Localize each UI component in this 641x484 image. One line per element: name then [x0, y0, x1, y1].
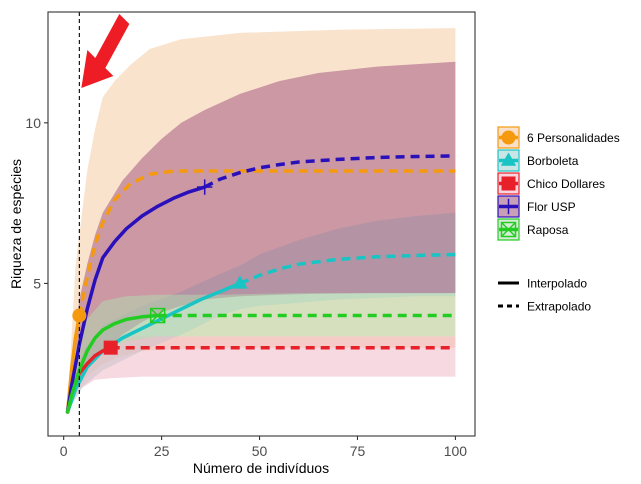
y-tick-label: 5 [33, 275, 41, 291]
observed-marker-6-personalidades [72, 308, 87, 323]
legend-item-6-personalidades: 6 Personalidades [497, 126, 620, 149]
ci-band-chico-dollares [67, 336, 456, 412]
legend-label: 6 Personalidades [527, 131, 620, 145]
legend-label: Borboleta [527, 154, 579, 168]
x-tick-label: 100 [444, 443, 468, 459]
panel-border [47, 11, 476, 437]
ci-band-flor-usp [67, 61, 456, 412]
legend-item-flor-usp: Flor USP [497, 195, 576, 218]
x-tick-label: 75 [350, 443, 366, 459]
legend-label: Flor USP [527, 200, 576, 214]
observed-marker-raposa [149, 307, 166, 324]
legend-key-marker-raposa [500, 221, 517, 238]
observed-marker-borboleta [232, 275, 248, 289]
x-tick-label: 0 [60, 443, 68, 459]
annotation-arrow-group [81, 14, 130, 88]
extrapolated-line-flor-usp [203, 154, 456, 189]
legend-item-borboleta: Borboleta [497, 149, 579, 172]
interpolated-line-borboleta [65, 281, 242, 414]
x-axis-title: Número de indivíduos [193, 460, 329, 476]
legend-key-marker-flor-usp [500, 198, 517, 215]
legend-key-marker-borboleta [500, 152, 517, 166]
legend-item-raposa: Raposa [497, 218, 569, 241]
legend-linetype-extrapolado: Extrapolado [498, 300, 591, 314]
legend-linetype-label: Extrapolado [527, 300, 591, 314]
extrapolated-line-borboleta [239, 252, 456, 286]
y-axis-title: Riqueza de espécies [8, 159, 24, 289]
annotation-arrow [81, 14, 130, 88]
legend-key-marker-chico-dollares [501, 176, 516, 191]
legend-linetype-interpolado: Interpolado [498, 277, 587, 291]
legend-linetype-label: Interpolado [527, 277, 587, 291]
y-tick-label: 10 [25, 115, 41, 131]
confidence-bands [67, 28, 456, 412]
observed-markers [72, 179, 248, 355]
legend: 6 Personalidades Borboleta Chico Dollares F… [497, 126, 620, 314]
legend-item-chico-dollares: Chico Dollares [497, 172, 605, 195]
extrapolated-line-6-personalidades [77, 169, 456, 316]
legend-key-marker-6-personalidades [501, 130, 516, 145]
axes: 0 25 50 75 100 5 10 [25, 115, 467, 459]
legend-label: Raposa [527, 223, 569, 237]
observed-marker-flor-usp [196, 179, 213, 195]
x-tick-label: 50 [252, 443, 268, 459]
x-tick-label: 25 [154, 443, 170, 459]
legend-label: Chico Dollares [527, 177, 605, 191]
observed-marker-chico-dollares [103, 340, 118, 355]
interpolated-line-raposa [65, 313, 160, 414]
